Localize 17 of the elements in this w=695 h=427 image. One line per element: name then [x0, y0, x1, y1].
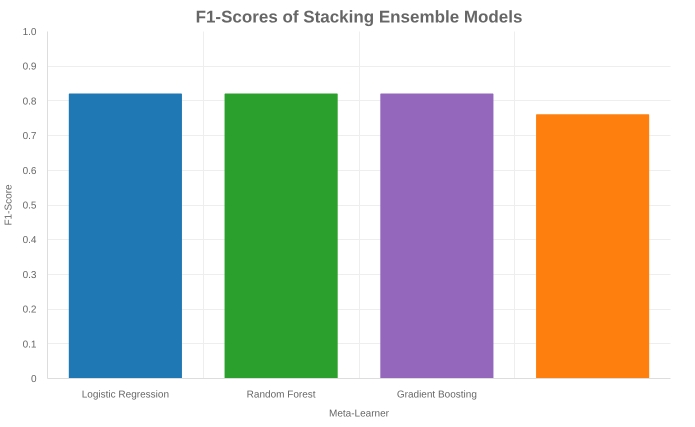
y-tick-label: 0.9 — [22, 62, 37, 73]
y-tick-label: 0.6 — [22, 166, 37, 177]
y-axis-title: F1-Score — [4, 184, 15, 226]
y-tick-label: 1.0 — [22, 27, 37, 38]
y-tick-label: 0.7 — [22, 131, 37, 142]
chart-title: F1-Scores of Stacking Ensemble Models — [196, 8, 522, 26]
x-tick-label: Logistic Regression — [82, 390, 170, 400]
y-tick-label: 0 — [30, 374, 37, 385]
y-tick-label: 0.1 — [22, 339, 37, 350]
y-tick-label: 0.8 — [22, 96, 37, 108]
x-tick-label: Random Forest — [246, 390, 316, 400]
y-tick-label: 0.3 — [22, 270, 37, 281]
x-tick-label: Gradient Boosting — [396, 390, 477, 400]
y-tick-label: 0.5 — [22, 200, 37, 212]
y-tick-label: 0.4 — [22, 235, 37, 246]
x-axis-title: Meta-Learner — [328, 408, 390, 420]
y-tick-label: 0.2 — [22, 304, 37, 316]
